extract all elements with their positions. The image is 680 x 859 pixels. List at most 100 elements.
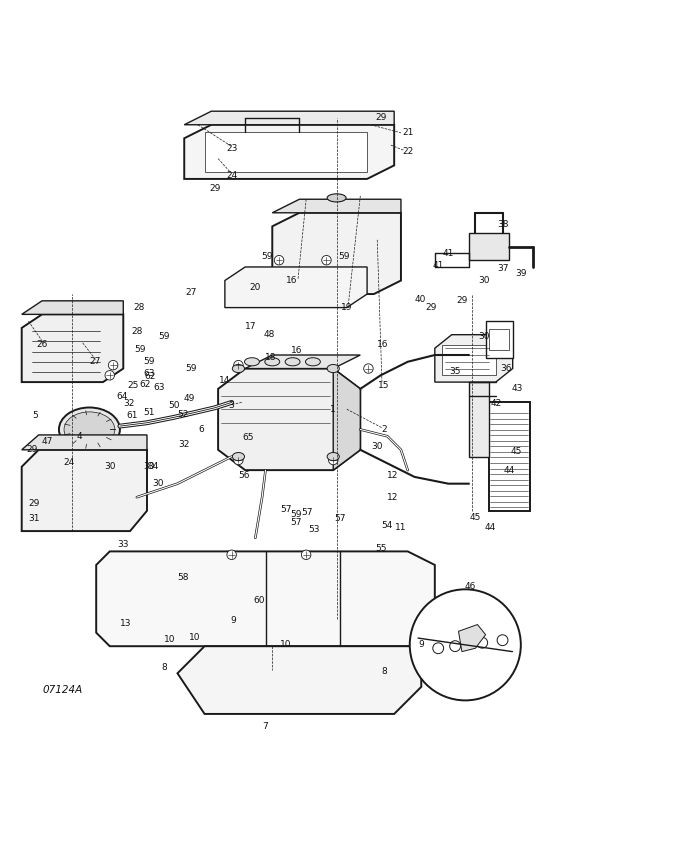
Text: 59: 59 xyxy=(143,357,155,366)
Text: 49: 49 xyxy=(184,393,195,403)
Bar xyxy=(469,233,509,260)
Text: 50: 50 xyxy=(169,401,180,411)
Text: 43: 43 xyxy=(512,384,523,393)
Ellipse shape xyxy=(327,194,346,202)
Bar xyxy=(489,329,509,350)
Circle shape xyxy=(105,370,114,380)
Text: 55: 55 xyxy=(375,545,386,553)
Text: 47: 47 xyxy=(41,437,52,446)
Text: 53: 53 xyxy=(309,525,320,534)
Text: 29: 29 xyxy=(375,113,386,123)
Circle shape xyxy=(322,255,331,265)
Text: 57: 57 xyxy=(280,505,292,514)
Circle shape xyxy=(477,637,488,649)
Text: 15: 15 xyxy=(378,381,390,390)
Text: 33: 33 xyxy=(118,540,129,549)
Text: 8: 8 xyxy=(381,667,387,676)
Text: 16: 16 xyxy=(286,276,297,285)
Polygon shape xyxy=(458,624,486,652)
Text: 59: 59 xyxy=(261,252,273,260)
Ellipse shape xyxy=(64,412,115,447)
Polygon shape xyxy=(22,435,147,450)
Circle shape xyxy=(364,364,373,374)
Polygon shape xyxy=(435,335,513,382)
Bar xyxy=(489,402,530,511)
Ellipse shape xyxy=(233,364,245,373)
Polygon shape xyxy=(184,125,394,179)
Text: 30: 30 xyxy=(153,479,165,488)
Text: 57: 57 xyxy=(335,515,345,523)
Text: 56: 56 xyxy=(238,471,250,480)
Polygon shape xyxy=(96,551,435,646)
Text: 59: 59 xyxy=(135,345,146,354)
Text: 27: 27 xyxy=(89,357,101,366)
Circle shape xyxy=(449,641,460,651)
Ellipse shape xyxy=(327,453,339,460)
Polygon shape xyxy=(218,369,360,470)
Text: 63: 63 xyxy=(143,369,155,379)
Polygon shape xyxy=(272,213,401,294)
Text: 65: 65 xyxy=(243,433,254,442)
Text: 8: 8 xyxy=(161,663,167,673)
Text: 17: 17 xyxy=(245,322,256,331)
Text: 29: 29 xyxy=(456,296,468,305)
Ellipse shape xyxy=(305,357,320,366)
Circle shape xyxy=(234,455,243,465)
Text: 07124A: 07124A xyxy=(42,685,82,695)
Text: 35: 35 xyxy=(449,367,461,375)
Polygon shape xyxy=(22,301,123,314)
Text: 3: 3 xyxy=(228,401,235,411)
Circle shape xyxy=(410,589,521,700)
Text: 5: 5 xyxy=(33,411,38,420)
Circle shape xyxy=(328,455,338,465)
Text: 25: 25 xyxy=(128,381,139,390)
Circle shape xyxy=(234,361,243,370)
Text: 29: 29 xyxy=(209,184,221,193)
Ellipse shape xyxy=(265,357,279,366)
Polygon shape xyxy=(333,369,360,470)
Text: 27: 27 xyxy=(186,289,197,297)
Text: 57: 57 xyxy=(302,508,313,516)
Text: 30: 30 xyxy=(371,442,383,451)
Polygon shape xyxy=(225,267,367,308)
Text: 36: 36 xyxy=(500,364,511,373)
Text: 34: 34 xyxy=(148,462,158,472)
Text: 32: 32 xyxy=(179,440,190,449)
Text: 64: 64 xyxy=(116,393,128,401)
Text: 2: 2 xyxy=(381,425,387,434)
Text: 11: 11 xyxy=(395,523,407,533)
Text: 62: 62 xyxy=(139,381,151,389)
Text: 60: 60 xyxy=(253,595,265,605)
Text: 39: 39 xyxy=(515,269,527,278)
Polygon shape xyxy=(184,111,394,125)
Circle shape xyxy=(108,361,118,370)
Text: 9: 9 xyxy=(230,616,236,625)
Text: 59: 59 xyxy=(158,332,170,340)
Text: 61: 61 xyxy=(126,411,138,420)
Text: 59: 59 xyxy=(185,364,197,373)
Bar xyxy=(441,344,496,375)
Text: 30: 30 xyxy=(104,462,116,472)
Text: 19: 19 xyxy=(341,303,352,312)
Text: 30: 30 xyxy=(143,462,155,472)
Ellipse shape xyxy=(233,453,245,460)
Text: 58: 58 xyxy=(177,573,188,582)
Circle shape xyxy=(301,550,311,559)
Text: 63: 63 xyxy=(154,383,165,392)
Ellipse shape xyxy=(327,364,339,373)
Text: 41: 41 xyxy=(432,261,444,270)
Text: 42: 42 xyxy=(490,399,501,408)
Text: 21: 21 xyxy=(402,128,413,137)
Text: 45: 45 xyxy=(470,513,481,522)
Text: 24: 24 xyxy=(226,171,237,180)
Text: 30: 30 xyxy=(478,276,490,285)
Text: 16: 16 xyxy=(291,346,303,356)
Text: 44: 44 xyxy=(504,466,515,475)
Text: 23: 23 xyxy=(226,144,237,153)
Polygon shape xyxy=(469,382,489,457)
Ellipse shape xyxy=(285,357,300,366)
Text: 14: 14 xyxy=(219,376,231,385)
Text: 28: 28 xyxy=(131,326,143,336)
Text: 28: 28 xyxy=(133,303,145,312)
Text: 13: 13 xyxy=(120,619,131,629)
